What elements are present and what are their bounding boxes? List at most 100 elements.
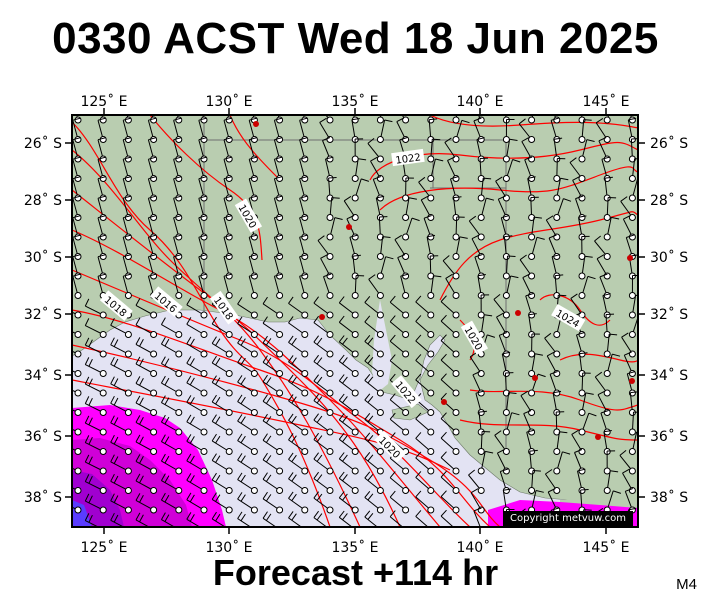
wind-station-marker [376, 409, 384, 416]
wind-barb-staff [338, 516, 353, 527]
wind-barb-feather [97, 117, 106, 121]
wind-barb-feather [72, 195, 81, 199]
wind-barb-feather [215, 396, 221, 405]
wind-station-marker [124, 506, 132, 514]
wind-barb-feather [313, 510, 320, 518]
wind-barb-feather [316, 357, 323, 365]
lat-labels-right: 26˚ S 28˚ S 30˚ S 32˚ S 34˚ S 36˚ S 38˚ … [650, 135, 688, 506]
wind-barb-feather [211, 511, 217, 520]
svg-text:32˚ S: 32˚ S [24, 306, 62, 323]
wind-barb-feather [418, 176, 426, 183]
wind-barb-feather [148, 176, 157, 180]
wind-barb-feather [447, 156, 456, 161]
wind-barb-feather [338, 510, 345, 518]
wind-barb-feather [64, 379, 67, 386]
wind-barb-feather [291, 396, 297, 404]
wind-station-marker [301, 292, 309, 299]
wind-barb-feather [382, 100, 390, 101]
wind-barb-feather [535, 490, 544, 493]
wind-barb-feather [328, 177, 337, 179]
wind-barb-feather [367, 376, 374, 384]
wind-station-marker [578, 487, 586, 494]
wind-barb-feather [394, 99, 401, 104]
wind-station-marker [301, 467, 309, 475]
wind-barb-feather [237, 297, 243, 305]
wind-barb-feather [237, 375, 243, 383]
wind-barb-feather [459, 236, 468, 239]
wind-barb-feather [265, 435, 272, 443]
wind-barb-feather [60, 514, 63, 521]
wind-barb-feather [72, 215, 81, 219]
wind-barb-feather [373, 176, 381, 180]
wind-barb-feather [621, 332, 629, 338]
wind-station-marker [225, 506, 233, 514]
wind-barb-feather [400, 273, 409, 277]
wind-barb-feather [351, 118, 360, 121]
wind-barb-feather [440, 314, 447, 322]
wind-barb-feather [198, 156, 207, 160]
wind-barb-feather [64, 340, 67, 347]
wind-barb-feather [198, 137, 207, 141]
wind-barb-feather [223, 137, 232, 141]
wind-station-marker [427, 253, 435, 260]
wind-barb-feather [502, 351, 511, 355]
wind-barb-feather [313, 315, 320, 323]
wind-station-marker [250, 370, 258, 377]
wind-station-marker [250, 292, 258, 299]
wind-barb-feather [316, 493, 323, 501]
wind-barb-feather [551, 254, 561, 258]
wind-station-marker [578, 467, 586, 475]
wind-barb-feather [186, 492, 192, 501]
wind-station-marker [477, 448, 485, 455]
wind-barb-feather [173, 117, 182, 121]
wind-barb-feather [160, 395, 166, 403]
wind-station-marker [74, 467, 82, 475]
wind-barb-staff [161, 519, 176, 527]
wind-barb-feather [408, 197, 417, 200]
wind-barb-feather [415, 354, 422, 361]
wind-barb-feather [164, 377, 170, 386]
wind-barb-feather [198, 195, 207, 199]
wind-barb-feather [288, 433, 294, 441]
wind-barb-feather [123, 195, 132, 199]
wind-barb-feather [474, 254, 483, 258]
wind-barb-feather [88, 475, 93, 484]
wind-station-marker [376, 506, 384, 514]
wind-barb-feather [367, 454, 374, 462]
wind-barb-feather [88, 436, 93, 445]
wind-barb-feather [299, 254, 308, 258]
wind-barb-feather [186, 434, 192, 442]
wind-barb-feather [262, 394, 268, 402]
wind-station-marker [175, 389, 183, 397]
wind-barb-feather [84, 357, 90, 365]
wind-barb-feather [584, 255, 593, 258]
wind-barb-feather [599, 273, 608, 278]
wind-barb-feather [84, 337, 90, 346]
wind-barb-feather [394, 234, 402, 241]
wind-station-marker [326, 253, 334, 260]
wind-barb-feather [576, 332, 585, 336]
wind-station-marker [553, 175, 561, 182]
lon-labels-bottom: 125˚ E 130˚ E 135˚ E 140˚ E 145˚ E [80, 539, 629, 556]
wind-barb-feather [223, 254, 232, 258]
wind-station-marker [502, 136, 510, 143]
wind-barb-feather [211, 472, 217, 481]
wind-barb-feather [575, 195, 584, 200]
wind-station-marker [402, 233, 410, 241]
wind-barb-feather [493, 294, 501, 300]
wind-barb-feather [186, 453, 192, 462]
wind-station-marker [276, 292, 284, 299]
wind-station-marker [376, 448, 384, 455]
wind-barb-feather [503, 99, 511, 100]
wind-barb-feather [113, 417, 119, 425]
wind-barb-feather [72, 117, 81, 121]
wind-barb-feather [368, 274, 376, 280]
wind-station-marker [200, 487, 208, 494]
wind-barb-feather [358, 158, 367, 161]
wind-barb-feather [288, 511, 294, 519]
wind-barb-feather [288, 491, 294, 499]
wind-station-marker [603, 467, 611, 475]
wind-station-marker [376, 253, 384, 260]
wind-station-marker [452, 116, 460, 124]
wind-station-marker [326, 389, 334, 397]
